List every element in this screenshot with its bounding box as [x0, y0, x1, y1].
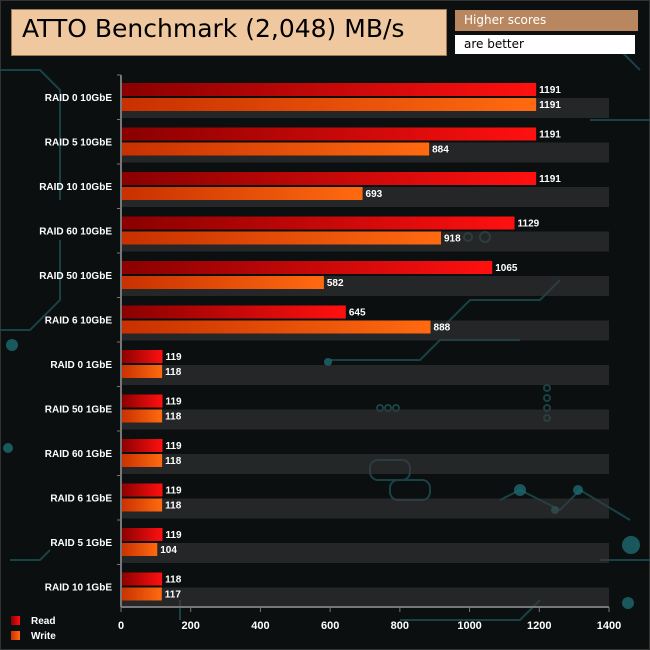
bar-read	[121, 216, 515, 230]
bar-write	[121, 320, 431, 334]
category-label: RAID 0 10GbE	[45, 93, 113, 104]
row-band	[121, 498, 609, 519]
row-band	[121, 543, 609, 563]
chart-title: ATTO Benchmark (2,048) MB/s	[22, 14, 405, 43]
category-label: RAID 10 10GbE	[39, 182, 112, 193]
data-label-write: 693	[366, 189, 383, 200]
bars-layer: RAID 0 10GbE 1191 1191 RAID 5 10GbE 1191 884 R…	[39, 83, 561, 601]
x-tick-label: 400	[251, 620, 269, 632]
x-tick-label: 600	[321, 620, 339, 632]
category-label: RAID 50 1GbE	[45, 405, 113, 416]
data-label-write: 118	[165, 501, 182, 512]
bar-read	[121, 305, 346, 319]
are-better-note: are better	[455, 35, 635, 54]
axes-layer: 0 200 400 600 800 1000 1200 1400	[117, 74, 621, 632]
bar-read	[121, 439, 163, 452]
title-box	[11, 9, 447, 56]
bar-read	[121, 261, 493, 274]
data-label-write: 1191	[539, 100, 561, 111]
x-tick-label: 800	[391, 620, 409, 632]
legend-label-write: Write	[31, 631, 56, 642]
bar-write	[121, 543, 158, 556]
legend: Read Write	[11, 616, 56, 642]
data-label-read: 1191	[539, 85, 561, 96]
category-label: RAID 6 10GbE	[45, 316, 113, 327]
bar-read	[121, 127, 537, 141]
data-label-read: 118	[165, 575, 182, 586]
data-label-read: 119	[165, 441, 182, 452]
x-tick-label: 0	[118, 620, 124, 632]
bar-read	[121, 172, 537, 185]
bar-write	[121, 231, 441, 245]
category-label: RAID 5 1GbE	[50, 538, 112, 549]
data-label-read: 1191	[539, 174, 561, 185]
x-tick-label: 1400	[597, 620, 621, 632]
data-label-write: 104	[160, 545, 177, 556]
bar-write	[121, 365, 163, 378]
bar-read	[121, 350, 163, 363]
bar-read	[121, 83, 537, 96]
data-label-read: 119	[165, 352, 182, 363]
data-label-write: 118	[165, 367, 182, 378]
data-label-read: 119	[165, 530, 182, 541]
bar-write	[121, 409, 163, 423]
data-label-read: 1129	[518, 219, 540, 230]
bar-read	[121, 572, 163, 586]
row-band	[121, 587, 609, 608]
category-label: RAID 0 1GbE	[50, 360, 112, 371]
data-label-write: 888	[434, 323, 451, 334]
bar-write	[121, 276, 324, 289]
category-label: RAID 50 10GbE	[39, 271, 112, 282]
category-label: RAID 60 10GbE	[39, 227, 112, 238]
data-label-write: 884	[432, 145, 449, 156]
data-label-write: 117	[165, 590, 182, 601]
bar-write	[121, 498, 163, 512]
category-label: RAID 5 10GbE	[45, 138, 113, 149]
bar-write	[121, 587, 162, 601]
bar-write	[121, 98, 537, 111]
x-tick-label: 1000	[457, 620, 481, 632]
data-label-read: 645	[349, 308, 366, 319]
row-band	[121, 409, 609, 430]
bar-write	[121, 187, 363, 200]
row-band	[121, 365, 609, 385]
data-label-read: 1065	[495, 263, 518, 274]
legend-swatch-read	[11, 616, 20, 625]
bar-write	[121, 142, 430, 156]
legend-swatch-write	[11, 631, 20, 640]
category-label: RAID 10 1GbE	[45, 583, 113, 594]
data-label-write: 582	[327, 278, 344, 289]
x-tick-label: 1200	[527, 620, 551, 632]
data-label-read: 1191	[539, 130, 561, 141]
data-label-read: 119	[165, 486, 182, 497]
data-label-write: 118	[165, 456, 182, 467]
category-label: RAID 60 1GbE	[45, 449, 113, 460]
bar-read	[121, 528, 163, 541]
x-tick-label: 200	[182, 620, 200, 632]
row-band	[121, 454, 609, 474]
data-label-write: 118	[165, 412, 182, 423]
data-label-write: 918	[444, 234, 461, 245]
category-label: RAID 6 1GbE	[50, 494, 112, 505]
bar-read	[121, 483, 163, 497]
legend-label-read: Read	[31, 616, 55, 627]
bar-write	[121, 454, 163, 467]
data-label-read: 119	[165, 397, 182, 408]
higher-scores-note: Higher scores	[455, 10, 638, 31]
bar-read	[121, 394, 163, 408]
